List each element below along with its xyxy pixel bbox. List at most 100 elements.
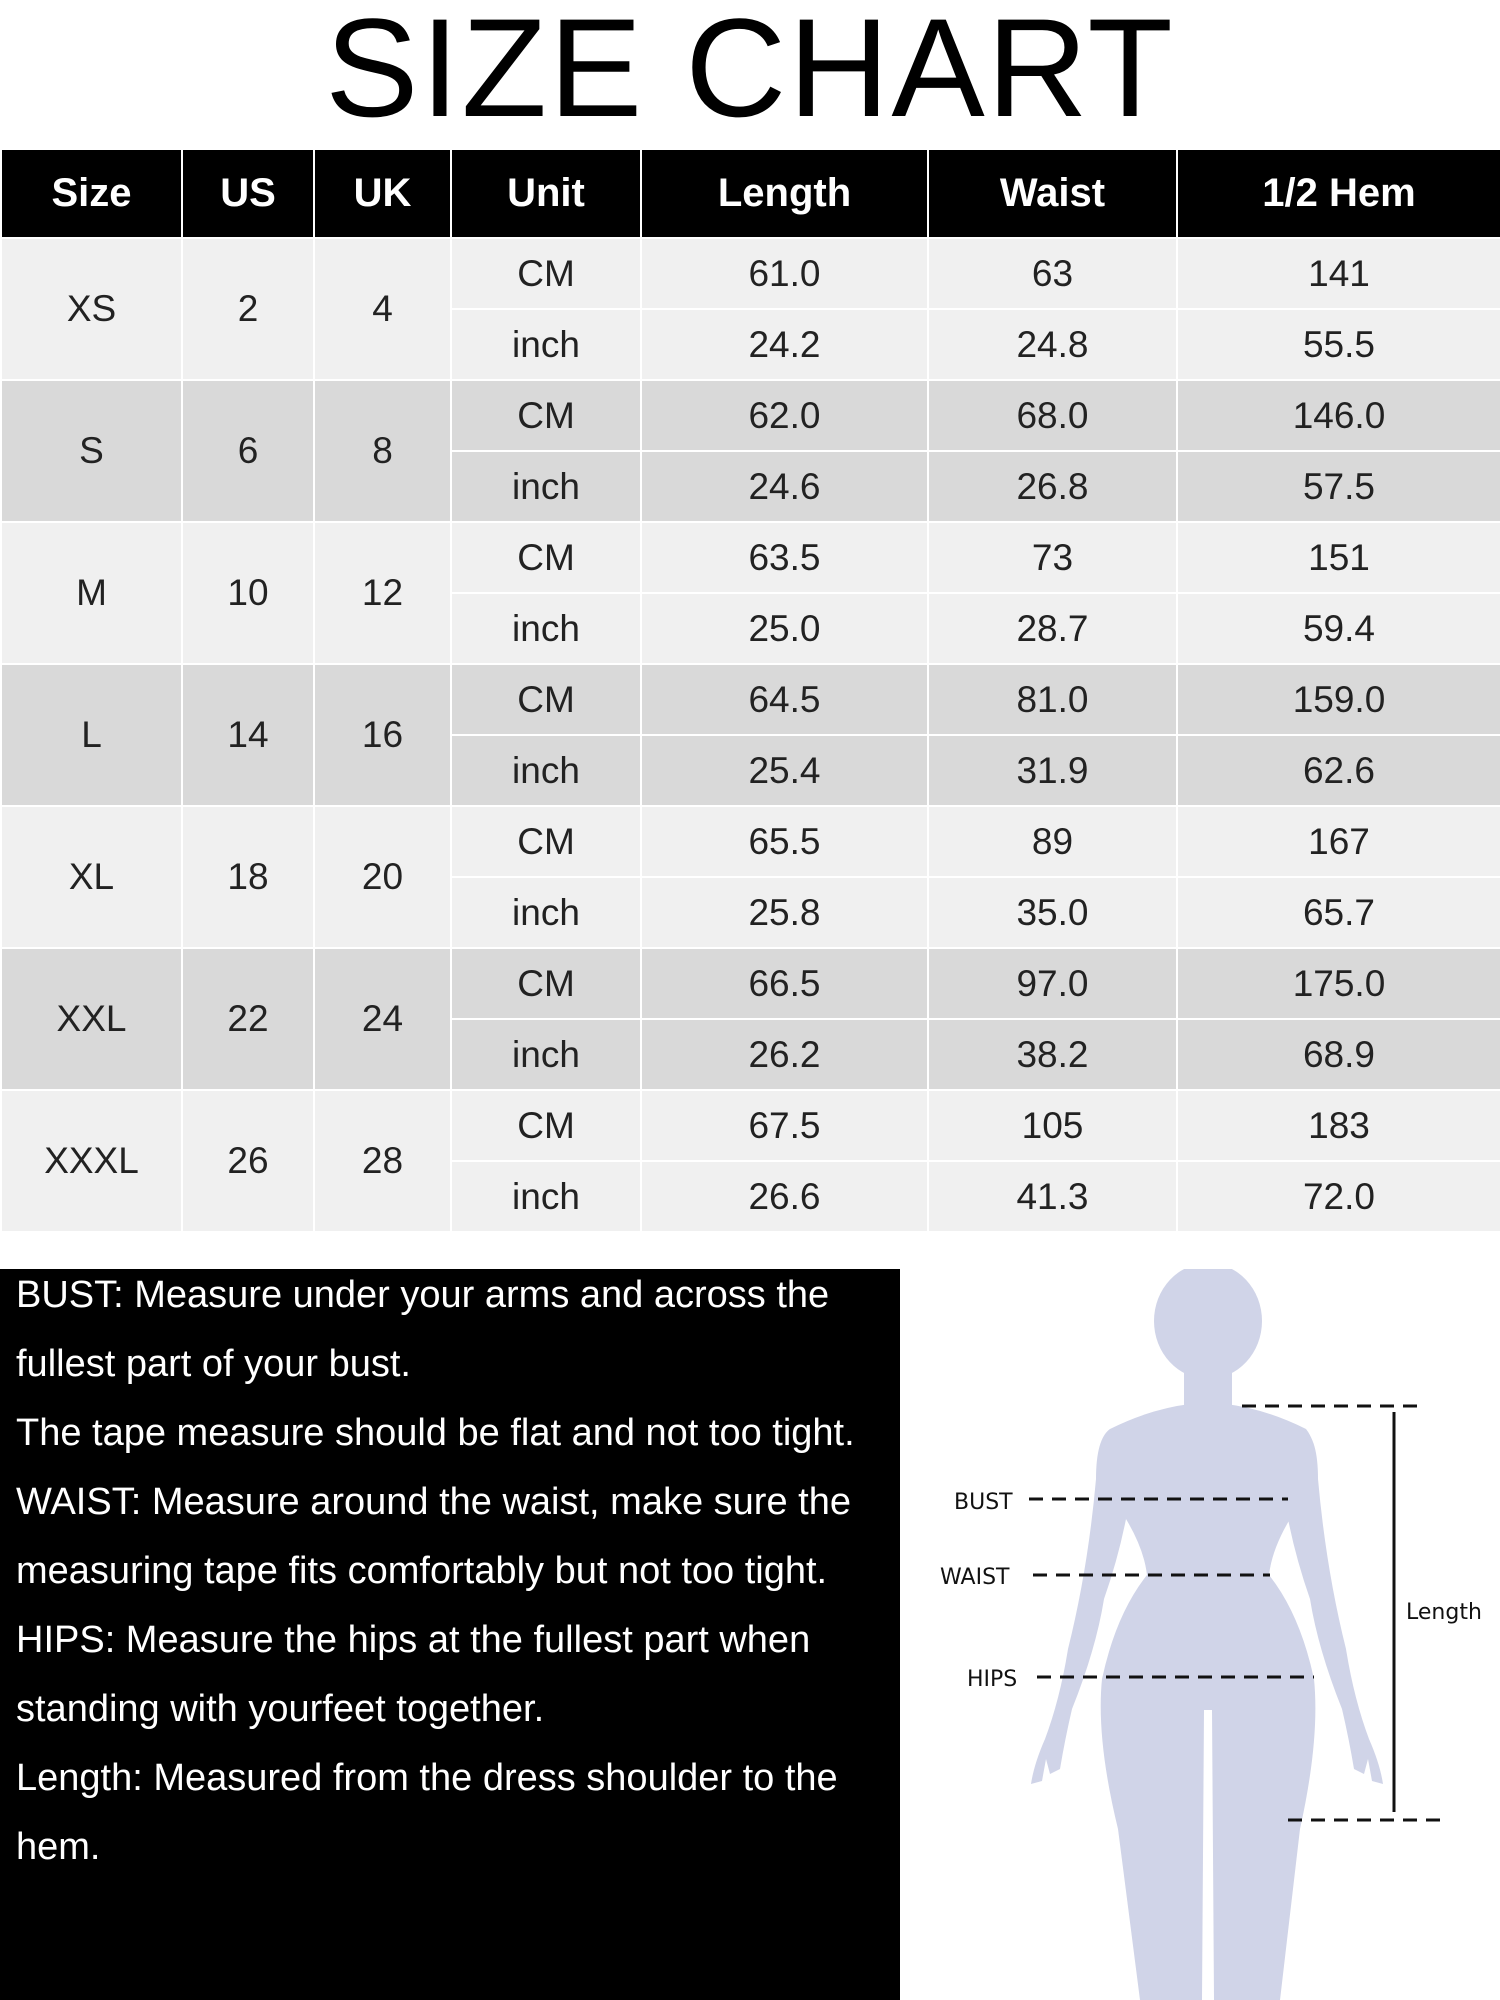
uk-size-cell: 4 — [313, 237, 452, 381]
waist-cell: 26.8 — [927, 450, 1178, 523]
us-size-cell: 18 — [181, 805, 315, 949]
table-row-cm: XXXL 26 28 CM 67.5 105 183 — [0, 1089, 1500, 1233]
body-silhouette — [1031, 1269, 1383, 2000]
table-row-inch: inch 26.2 38.2 68.9 — [1, 1018, 1500, 1091]
table-row-inch: inch 24.6 26.8 57.5 — [1, 450, 1500, 523]
body-silhouette-illustration: BUST WAIST HIPS Length — [940, 1269, 1482, 2000]
waist-cell: 73 — [927, 521, 1178, 594]
size-cell: S — [0, 379, 183, 523]
body-measurement-figure: BUST WAIST HIPS Length — [900, 1269, 1500, 2000]
page-title: SIZE CHART — [325, 0, 1175, 146]
table-row-cm: M 10 12 CM 63.5 73 151 — [0, 521, 1500, 665]
hem-cell: 72.0 — [1176, 1160, 1500, 1233]
length-cell: 62.0 — [640, 379, 929, 452]
table-row-inch: inch 25.4 31.9 62.6 — [1, 734, 1500, 807]
hem-cell: 59.4 — [1176, 592, 1500, 665]
us-size-cell: 10 — [181, 521, 315, 665]
hem-cell: 141 — [1176, 237, 1500, 310]
head-shape — [1154, 1269, 1262, 1379]
hem-cell: 62.6 — [1176, 734, 1500, 807]
unit-cell: CM — [450, 237, 642, 310]
waist-cell: 31.9 — [927, 734, 1178, 807]
waist-cell: 105 — [927, 1089, 1178, 1162]
us-size-cell: 6 — [181, 379, 315, 523]
us-size-cell: 2 — [181, 237, 315, 381]
waist-cell: 97.0 — [927, 947, 1178, 1020]
note-tape: The tape measure should be flat and not … — [16, 1412, 855, 1454]
us-size-cell: 22 — [181, 947, 315, 1091]
note-waist: WAIST: Measure around the waist, make su… — [16, 1481, 851, 1592]
length-cell: 26.6 — [640, 1160, 929, 1233]
waist-cell: 81.0 — [927, 663, 1178, 736]
waist-label: WAIST — [940, 1565, 1010, 1590]
hem-cell: 175.0 — [1176, 947, 1500, 1020]
uk-size-cell: 24 — [313, 947, 452, 1091]
waist-cell: 89 — [927, 805, 1178, 878]
length-cell: 25.8 — [640, 876, 929, 949]
length-cell: 61.0 — [640, 237, 929, 310]
unit-cell: inch — [450, 592, 642, 665]
bust-label: BUST — [954, 1490, 1013, 1515]
hips-label: HIPS — [967, 1667, 1017, 1692]
header-uk: UK — [313, 148, 452, 239]
waist-cell: 38.2 — [927, 1018, 1178, 1091]
table-row-inch: inch 25.8 35.0 65.7 — [1, 876, 1500, 949]
unit-cell: inch — [450, 734, 642, 807]
waist-cell: 68.0 — [927, 379, 1178, 452]
header-unit: Unit — [450, 148, 642, 239]
size-cell: L — [0, 663, 183, 807]
waist-cell: 24.8 — [927, 308, 1178, 381]
table-row-cm: XXL 22 24 CM 66.5 97.0 175.0 — [0, 947, 1500, 1091]
table-row-cm: L 14 16 CM 64.5 81.0 159.0 — [0, 663, 1500, 807]
hem-cell: 146.0 — [1176, 379, 1500, 452]
hem-cell: 183 — [1176, 1089, 1500, 1162]
header-half-hem: 1/2 Hem — [1176, 148, 1500, 239]
uk-size-cell: 8 — [313, 379, 452, 523]
length-cell: 64.5 — [640, 663, 929, 736]
unit-cell: CM — [450, 947, 642, 1020]
unit-cell: inch — [450, 876, 642, 949]
unit-cell: inch — [450, 1018, 642, 1091]
length-cell: 25.4 — [640, 734, 929, 807]
table-row-inch: inch 25.0 28.7 59.4 — [1, 592, 1500, 665]
waist-cell: 35.0 — [927, 876, 1178, 949]
length-label: Length — [1406, 1600, 1482, 1625]
hem-cell: 167 — [1176, 805, 1500, 878]
size-chart-table: Size US UK Unit Length Waist 1/2 Hem XS 2… — [0, 148, 1500, 1233]
table-row-cm: XS 2 4 CM 61.0 63 141 — [0, 237, 1500, 381]
waist-cell: 63 — [927, 237, 1178, 310]
hem-cell: 65.7 — [1176, 876, 1500, 949]
hem-cell: 55.5 — [1176, 308, 1500, 381]
length-cell: 67.5 — [640, 1089, 929, 1162]
size-cell: XXL — [0, 947, 183, 1091]
hem-cell: 159.0 — [1176, 663, 1500, 736]
uk-size-cell: 28 — [313, 1089, 452, 1233]
length-cell: 24.6 — [640, 450, 929, 523]
length-cell: 63.5 — [640, 521, 929, 594]
waist-cell: 41.3 — [927, 1160, 1178, 1233]
unit-cell: CM — [450, 663, 642, 736]
length-cell: 25.0 — [640, 592, 929, 665]
unit-cell: CM — [450, 1089, 642, 1162]
note-bust: BUST: Measure under your arms and across… — [16, 1274, 830, 1385]
measuring-instructions: BUST: Measure under your arms and across… — [0, 1269, 900, 2000]
table-row-inch: inch 26.6 41.3 72.0 — [1, 1160, 1500, 1233]
table-row-cm: S 6 8 CM 62.0 68.0 146.0 — [0, 379, 1500, 523]
unit-cell: inch — [450, 1160, 642, 1233]
note-length: Length: Measured from the dress shoulder… — [16, 1757, 838, 1868]
torso-shape — [1100, 1404, 1316, 2000]
length-cell: 66.5 — [640, 947, 929, 1020]
us-size-cell: 14 — [181, 663, 315, 807]
header-us: US — [181, 148, 315, 239]
header-waist: Waist — [927, 148, 1178, 239]
unit-cell: CM — [450, 805, 642, 878]
hem-cell: 68.9 — [1176, 1018, 1500, 1091]
size-cell: XS — [0, 237, 183, 381]
right-arm-shape — [1288, 1429, 1383, 1784]
note-hips: HIPS: Measure the hips at the fullest pa… — [16, 1619, 811, 1730]
left-arm-shape — [1031, 1429, 1126, 1784]
hem-cell: 57.5 — [1176, 450, 1500, 523]
size-cell: XXXL — [0, 1089, 183, 1233]
unit-cell: CM — [450, 521, 642, 594]
table-row-inch: inch 24.2 24.8 55.5 — [1, 308, 1500, 381]
